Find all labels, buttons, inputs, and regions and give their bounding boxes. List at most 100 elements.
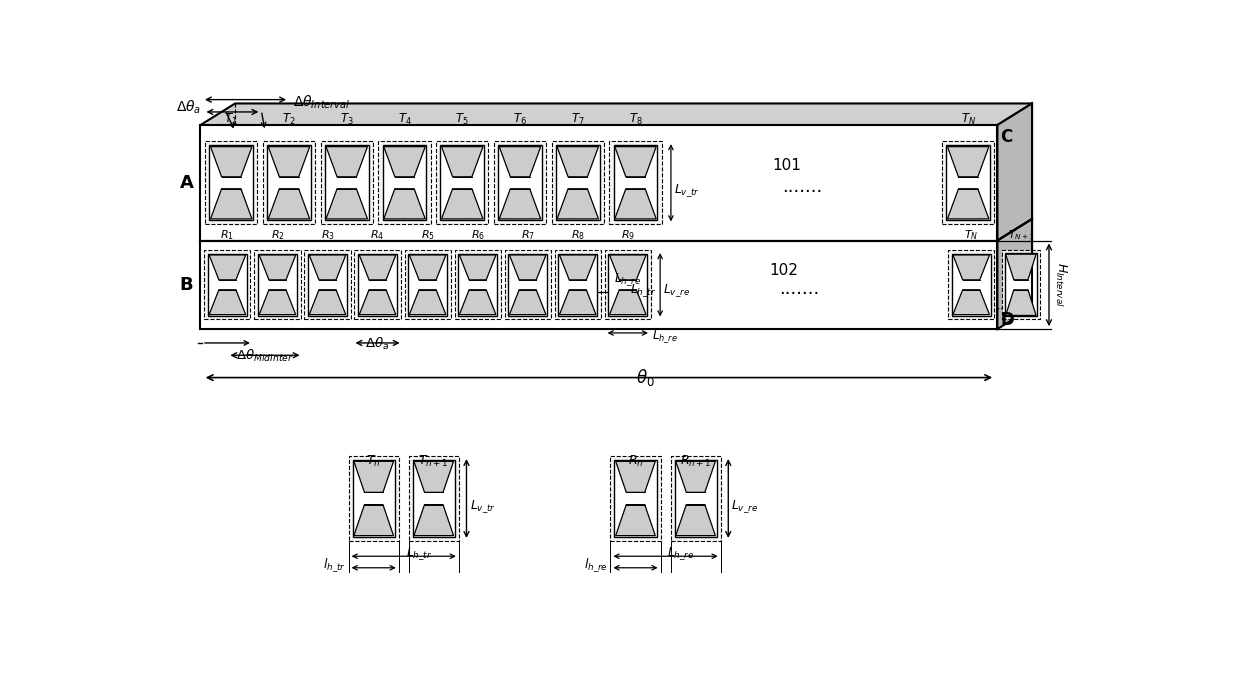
- Bar: [605, 250, 651, 320]
- Text: 101: 101: [773, 158, 801, 174]
- Text: $H_{Interval}$: $H_{Interval}$: [1053, 263, 1068, 307]
- Text: $R_5$: $R_5$: [420, 228, 434, 242]
- Text: $T_{N+1}$: $T_{N+1}$: [1008, 228, 1034, 242]
- Bar: [382, 145, 427, 220]
- Text: $T_5$: $T_5$: [455, 112, 469, 127]
- Bar: [459, 254, 497, 316]
- Text: $\Delta\theta_a$: $\Delta\theta_a$: [176, 99, 201, 116]
- Polygon shape: [610, 255, 646, 280]
- Polygon shape: [952, 255, 990, 280]
- Polygon shape: [414, 462, 454, 493]
- Text: $R_7$: $R_7$: [521, 228, 534, 242]
- Polygon shape: [309, 290, 346, 315]
- Polygon shape: [500, 189, 541, 219]
- Polygon shape: [268, 147, 310, 177]
- Bar: [308, 254, 347, 316]
- Text: $l_{h\_tr}$: $l_{h\_tr}$: [324, 556, 346, 574]
- Bar: [554, 250, 601, 320]
- Bar: [558, 254, 598, 316]
- Text: $R_2$: $R_2$: [270, 228, 284, 242]
- Polygon shape: [360, 255, 396, 280]
- Text: $\Delta\theta_a$: $\Delta\theta_a$: [366, 336, 389, 352]
- Text: $R_{n+1}$: $R_{n+1}$: [680, 454, 712, 469]
- Bar: [413, 460, 455, 537]
- Bar: [614, 145, 657, 220]
- Polygon shape: [259, 255, 296, 280]
- Text: $L_{h\_tr}$: $L_{h\_tr}$: [405, 546, 433, 562]
- Text: $T_2$: $T_2$: [283, 112, 296, 127]
- Bar: [505, 250, 551, 320]
- Text: $L_{v\_re}$: $L_{v\_re}$: [732, 498, 759, 515]
- Polygon shape: [441, 189, 484, 219]
- Polygon shape: [615, 189, 656, 219]
- Bar: [942, 141, 994, 225]
- Bar: [498, 145, 542, 220]
- Polygon shape: [409, 290, 446, 315]
- Text: $T_N$: $T_N$: [963, 228, 978, 242]
- Bar: [201, 125, 997, 240]
- Bar: [552, 141, 604, 225]
- Polygon shape: [1006, 254, 1037, 280]
- Bar: [675, 460, 717, 537]
- Bar: [494, 141, 546, 225]
- Bar: [408, 254, 446, 316]
- Bar: [508, 254, 547, 316]
- Text: $L_{h\_re}$: $L_{h\_re}$: [652, 329, 678, 345]
- Polygon shape: [441, 147, 484, 177]
- Polygon shape: [676, 462, 715, 493]
- Polygon shape: [211, 147, 252, 177]
- Polygon shape: [557, 147, 599, 177]
- Bar: [946, 145, 990, 220]
- Text: $T_1$: $T_1$: [224, 112, 238, 127]
- Polygon shape: [201, 103, 1032, 125]
- Bar: [263, 141, 315, 225]
- Polygon shape: [997, 103, 1032, 240]
- Bar: [304, 250, 351, 320]
- Text: $\theta_0$: $\theta_0$: [636, 367, 655, 389]
- Polygon shape: [360, 290, 396, 315]
- Text: $R_8$: $R_8$: [570, 228, 585, 242]
- Bar: [378, 141, 430, 225]
- Text: $T_3$: $T_3$: [340, 112, 353, 127]
- Text: $R_9$: $R_9$: [621, 228, 635, 242]
- Text: $T_n$: $T_n$: [366, 454, 381, 469]
- Polygon shape: [383, 147, 425, 177]
- Polygon shape: [676, 504, 715, 535]
- Text: $L_{h\_tr}$: $L_{h\_tr}$: [630, 282, 656, 298]
- Bar: [325, 145, 368, 220]
- Text: $L_{h\_re}$: $L_{h\_re}$: [614, 271, 641, 288]
- Polygon shape: [557, 189, 599, 219]
- Polygon shape: [510, 255, 546, 280]
- Polygon shape: [559, 255, 596, 280]
- Bar: [321, 141, 373, 225]
- Polygon shape: [559, 290, 596, 315]
- Bar: [609, 254, 647, 316]
- Text: $T_4$: $T_4$: [398, 112, 412, 127]
- Polygon shape: [616, 462, 655, 493]
- Text: $T_N$: $T_N$: [961, 112, 976, 127]
- Text: $L_{v\_re}$: $L_{v\_re}$: [663, 282, 691, 299]
- Bar: [610, 456, 661, 541]
- Polygon shape: [353, 462, 393, 493]
- Polygon shape: [459, 255, 496, 280]
- Polygon shape: [414, 504, 454, 535]
- Polygon shape: [210, 290, 246, 315]
- Bar: [404, 250, 450, 320]
- Bar: [556, 145, 600, 220]
- Bar: [436, 141, 489, 225]
- Polygon shape: [409, 255, 446, 280]
- Polygon shape: [616, 504, 655, 535]
- Text: B: B: [180, 276, 193, 294]
- Bar: [952, 254, 991, 316]
- Polygon shape: [459, 290, 496, 315]
- Bar: [258, 254, 296, 316]
- Text: $L_{v\_tr}$: $L_{v\_tr}$: [470, 498, 496, 515]
- Polygon shape: [610, 290, 646, 315]
- Text: $T_6$: $T_6$: [513, 112, 527, 127]
- Bar: [615, 460, 656, 537]
- Polygon shape: [997, 219, 1032, 329]
- Bar: [949, 250, 994, 320]
- Text: C: C: [1001, 127, 1013, 145]
- Bar: [205, 250, 250, 320]
- Bar: [1002, 250, 1040, 320]
